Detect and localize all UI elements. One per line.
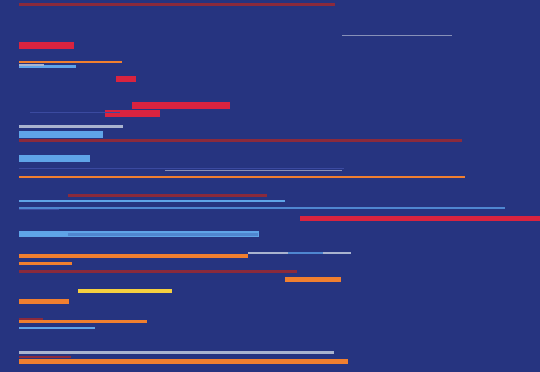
bar-crimson-mid-b xyxy=(105,110,160,117)
bar-dark-red-i xyxy=(19,318,43,320)
bar-dark-red-f xyxy=(19,270,297,273)
bar-orange-long xyxy=(19,176,465,178)
bar-medium-blue-long xyxy=(19,207,505,209)
bar-dark-red-j xyxy=(19,356,71,358)
bar-blue-i xyxy=(19,327,95,329)
bar-orange-j xyxy=(19,359,348,364)
bar-blue-e xyxy=(288,252,323,254)
bar-crimson-tiny xyxy=(116,76,136,82)
bar-pale-thin-b xyxy=(165,170,342,171)
bar-medium-blue-d xyxy=(68,233,258,236)
bar-dim-thin-a xyxy=(30,112,120,113)
bar-yellow xyxy=(78,289,172,293)
bar-gray-b xyxy=(19,125,123,128)
bar-blue-thin-c xyxy=(19,200,285,202)
bar-dark-red-top xyxy=(19,3,335,6)
bar-pale-thin xyxy=(342,35,452,36)
bar-dim-thin-b xyxy=(19,168,344,169)
bar-orange-g xyxy=(285,277,341,282)
bar-orange-i xyxy=(19,320,147,323)
bar-gray-thin-a xyxy=(19,64,44,66)
bar-crimson-mid xyxy=(132,102,230,109)
bar-dark-red-long xyxy=(19,139,462,142)
bar-orange-thin xyxy=(19,61,122,63)
bar-crimson-right xyxy=(300,216,540,221)
bar-blue-thin-a xyxy=(19,65,76,68)
bar-dim-thin-c xyxy=(19,209,59,210)
bar-orange-e xyxy=(19,254,248,258)
bar-blue-b xyxy=(19,131,103,138)
bar-crimson-short xyxy=(19,42,74,49)
bar-dark-red-c xyxy=(68,194,267,197)
bar-gray-j xyxy=(19,351,334,354)
bar-orange-h xyxy=(19,299,69,304)
bar-blue-c xyxy=(19,155,90,162)
bar-orange-f xyxy=(19,262,72,265)
